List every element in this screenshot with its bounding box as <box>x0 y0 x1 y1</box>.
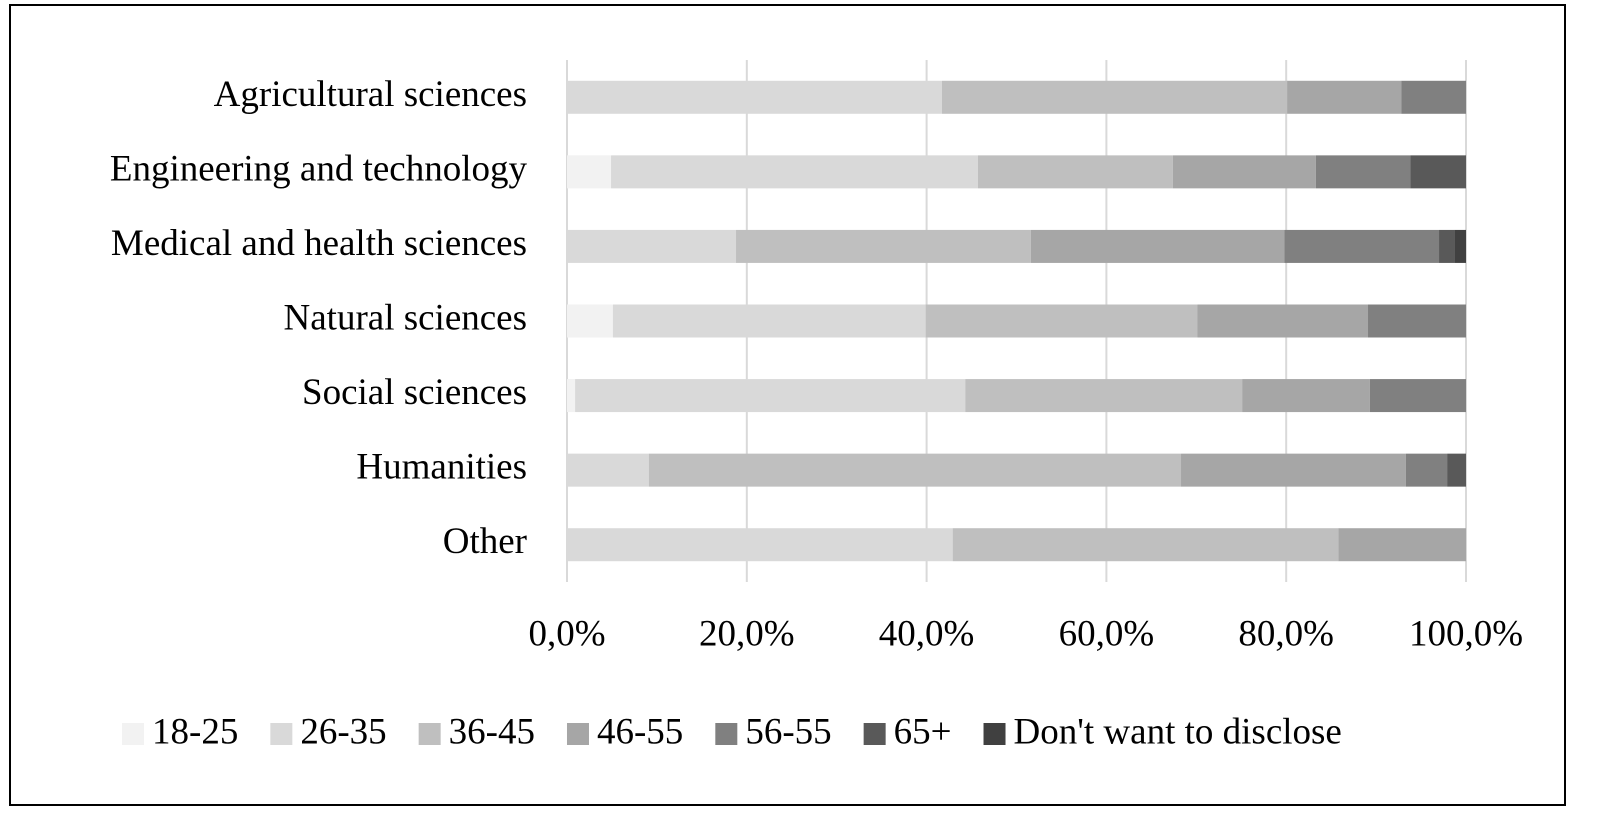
bar-segment <box>567 229 737 263</box>
legend-swatch <box>566 723 589 745</box>
legend-label: 36-45 <box>449 711 535 752</box>
legend-swatch <box>418 723 441 745</box>
y-tick-label: Social sciences <box>302 372 527 413</box>
y-tick-label: Engineering and technology <box>110 148 528 189</box>
bar-segment <box>1181 453 1406 487</box>
bar-segment <box>1287 80 1402 114</box>
x-tick-label: 20,0% <box>699 613 795 654</box>
legend-swatch <box>983 723 1006 745</box>
bar-segment <box>736 229 1031 263</box>
legend-swatch <box>122 723 144 745</box>
bar-segment <box>567 155 612 189</box>
bar-segment <box>1369 379 1466 413</box>
legend-label: Don't want to disclose <box>1014 711 1342 752</box>
bar-segment <box>611 155 978 189</box>
y-tick-label: Other <box>443 521 527 562</box>
legend-label: 65+ <box>894 711 952 752</box>
legend-label: 18-25 <box>152 711 238 752</box>
y-tick-label: Natural sciences <box>284 297 527 338</box>
bar-segment <box>567 528 953 562</box>
bar-segment <box>952 528 1339 562</box>
x-tick-label: 80,0% <box>1238 613 1334 654</box>
bar-segment <box>1197 304 1369 338</box>
bar-segment <box>1172 155 1316 189</box>
bar-segment <box>1454 229 1466 263</box>
bar-segment <box>1338 528 1466 562</box>
y-tick-label: Agricultural sciences <box>214 74 527 115</box>
bar-segment <box>941 80 1288 114</box>
bar-segment <box>1410 155 1466 189</box>
bar-segment <box>567 80 942 114</box>
legend-swatch <box>715 723 738 745</box>
x-tick-label: 0,0% <box>528 613 605 654</box>
bar-segment <box>567 453 649 487</box>
legend-swatch <box>863 723 886 745</box>
bar-segment <box>1439 229 1455 263</box>
legend-label: 26-35 <box>300 711 386 752</box>
bar-segment <box>575 379 966 413</box>
legend-label: 46-55 <box>597 711 683 752</box>
bar-segment <box>1030 229 1285 263</box>
y-tick-label: Medical and health sciences <box>111 223 527 264</box>
y-tick-label: Humanities <box>356 447 527 488</box>
legend-label: 56-55 <box>745 711 831 752</box>
x-tick-label: 100,0% <box>1409 613 1523 654</box>
bar-segment <box>965 379 1243 413</box>
bar-segment <box>1405 453 1448 487</box>
bar-segment <box>1368 304 1466 338</box>
bar-segment <box>648 453 1182 487</box>
bar-segment <box>1447 453 1466 487</box>
bar-segment <box>1284 229 1440 263</box>
bar-segment <box>567 304 613 338</box>
x-tick-label: 40,0% <box>879 613 975 654</box>
bar-segment <box>925 304 1198 338</box>
bar-segment <box>612 304 926 338</box>
bar-segment <box>1315 155 1411 189</box>
bar-segment <box>1242 379 1370 413</box>
bar-segment <box>567 379 576 413</box>
bar-segment <box>1401 80 1466 114</box>
x-tick-label: 60,0% <box>1059 613 1155 654</box>
bar-segment <box>977 155 1173 189</box>
legend-swatch <box>270 723 293 745</box>
